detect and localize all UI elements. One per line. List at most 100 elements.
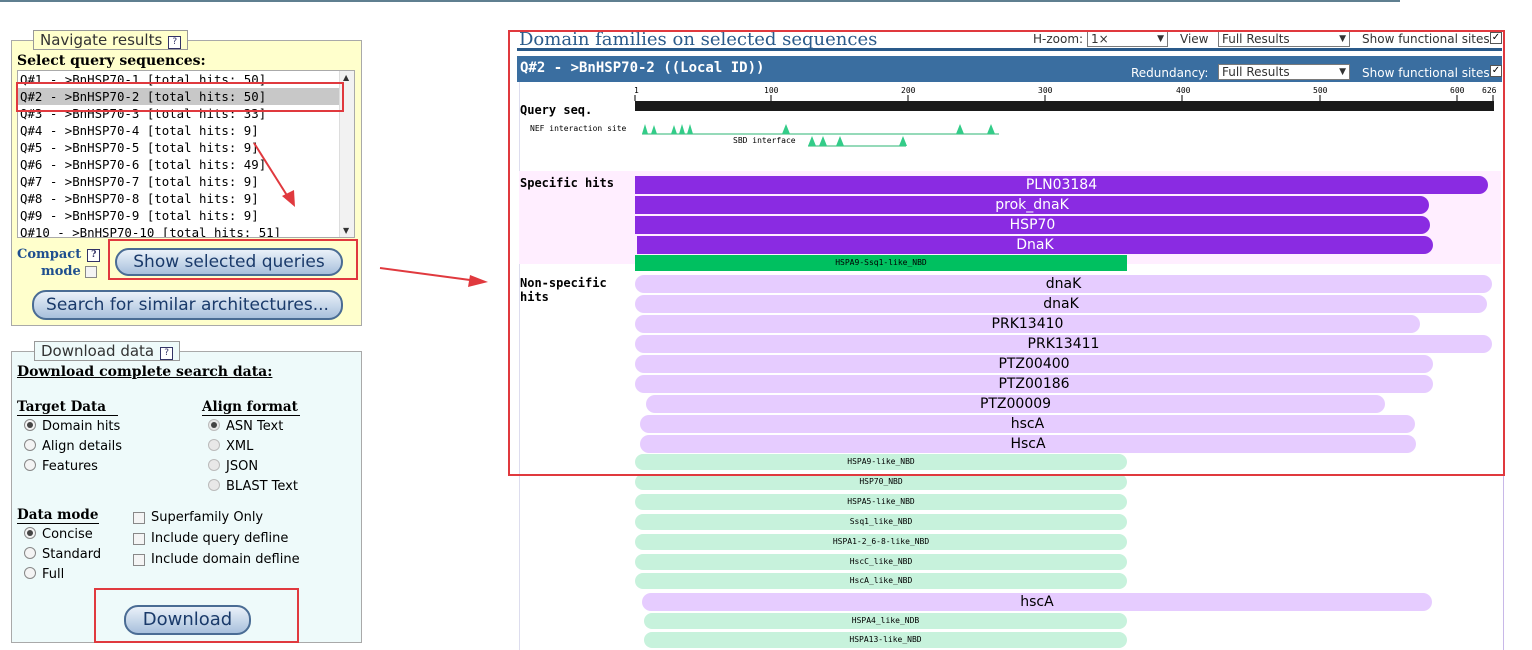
domain-hit-hsca-1[interactable]: hscA <box>640 415 1415 433</box>
arrow-right <box>379 267 488 287</box>
ruler-tick-label: 300 <box>1038 86 1053 95</box>
radio-selected-icon[interactable] <box>24 527 36 539</box>
download-data-panel: Download data? Download complete search … <box>11 341 362 643</box>
checkmark-icon[interactable]: ✓ <box>1490 32 1502 44</box>
domain-hit-pln03184[interactable]: PLN03184 <box>635 176 1488 194</box>
align-option-label: XML <box>226 439 254 454</box>
compact-mode-checkbox[interactable] <box>85 265 98 278</box>
query-item[interactable]: Q#3 - >BnHSP70-3 [total hits: 33] <box>20 106 267 121</box>
domain-hit-prk13410[interactable]: PRK13410 <box>635 315 1420 333</box>
radio-icon[interactable] <box>208 459 220 471</box>
view-select[interactable]: Full Results ▼ <box>1218 31 1350 47</box>
navigate-results-legend: Navigate results? <box>33 30 189 50</box>
align-option-json[interactable]: JSON <box>208 459 258 474</box>
scroll-up-icon[interactable]: ▲ <box>343 73 350 82</box>
radio-icon[interactable] <box>24 567 36 579</box>
highlight-selected-query <box>16 82 344 112</box>
domain-hit-hspa4-like-ndb[interactable]: HSPA4_like_NDB <box>644 613 1127 629</box>
domain-hit-ptz00009[interactable]: PTZ00009 <box>646 395 1385 413</box>
domain-hit-hsca-3[interactable]: hscA <box>642 593 1432 611</box>
ruler-tick-label: 400 <box>1176 86 1191 95</box>
domain-hit-dnak[interactable]: DnaK <box>637 236 1433 254</box>
query-item[interactable]: Q#9 - >BnHSP70-9 [total hits: 9] <box>20 208 259 223</box>
view-value: Full Results <box>1222 32 1290 46</box>
target-option-align-details[interactable]: Align details <box>24 439 122 454</box>
highlight-results-region <box>508 30 1505 476</box>
help-icon[interactable]: ? <box>160 347 174 360</box>
target-option-features[interactable]: Features <box>24 459 98 474</box>
checkbox-icon[interactable] <box>133 553 145 566</box>
domain-hit-hspa1-2-6-8-like-nbd[interactable]: HSPA1-2_6-8-like_NBD <box>635 534 1127 550</box>
mode-option-standard[interactable]: Standard <box>24 547 101 562</box>
query-sequence-graphic <box>634 95 1494 147</box>
ruler-tick-label: 500 <box>1313 86 1328 95</box>
query-sequence-list[interactable]: Q#1 - >BnHSP70-1 [total hits: 50] Q#2 - … <box>17 70 355 238</box>
include-query-defline-option[interactable]: Include query defline <box>133 531 288 546</box>
domain-hit-dnak-2[interactable]: dnaK <box>635 295 1487 313</box>
arrow-down-right <box>253 142 295 207</box>
domain-hit-hspa5-like-nbd[interactable]: HSPA5-like_NBD <box>635 494 1127 510</box>
checkmark-icon[interactable]: ✓ <box>1490 65 1502 77</box>
mode-option-label: Full <box>42 567 65 582</box>
domain-hit-ssq1-like-nbd[interactable]: Ssq1_like_NBD <box>635 514 1127 530</box>
query-item[interactable]: Q#10 - >BnHSP70-10 [total hits: 51] <box>20 225 282 238</box>
query-item[interactable]: Q#7 - >BnHSP70-7 [total hits: 9] <box>20 174 259 189</box>
checkbox-label: Superfamily Only <box>151 510 264 525</box>
list-scrollbar[interactable]: ▲ ▼ <box>339 71 354 237</box>
show-selected-queries-button[interactable]: Show selected queries <box>115 248 343 276</box>
mode-option-full[interactable]: Full <box>24 567 64 582</box>
query-header-title: Q#2 - >BnHSP70-2 ((Local ID)) <box>520 60 765 76</box>
superfamily-only-option[interactable]: Superfamily Only <box>133 510 263 525</box>
checkbox-icon[interactable] <box>133 532 145 545</box>
search-similar-architectures-button[interactable]: Search for similar architectures... <box>32 290 343 320</box>
domain-hit-ptz00186[interactable]: PTZ00186 <box>635 375 1433 393</box>
ruler-tick-label: 1 <box>634 86 639 95</box>
domain-hit-prok-dnak[interactable]: prok_dnaK <box>635 196 1429 214</box>
radio-icon[interactable] <box>24 439 36 451</box>
domain-hit-hspa13-like-nbd[interactable]: HSPA13-like_NBD <box>644 632 1127 648</box>
nef-interaction-site-track <box>642 124 999 135</box>
show-functional-sites-label: Show functional sites <box>1362 66 1490 80</box>
radio-icon[interactable] <box>24 459 36 471</box>
domain-hit-hscc-like-nbd[interactable]: HscC_like_NBD <box>635 554 1127 570</box>
ruler-tick-label: 600 <box>1450 86 1465 95</box>
checkbox-label: Include domain defline <box>151 552 300 567</box>
download-button[interactable]: Download <box>124 605 251 635</box>
checkbox-label: Include query defline <box>151 531 289 546</box>
domain-hit-hsca-2[interactable]: HscA <box>640 435 1416 453</box>
target-option-domain-hits[interactable]: Domain hits <box>24 419 120 434</box>
include-domain-defline-option[interactable]: Include domain defline <box>133 552 300 567</box>
align-option-blast-text[interactable]: BLAST Text <box>208 479 298 494</box>
scroll-down-icon[interactable]: ▼ <box>343 226 350 235</box>
query-item[interactable]: Q#6 - >BnHSP70-6 [total hits: 49] <box>20 157 267 172</box>
target-option-label: Align details <box>42 439 123 454</box>
radio-icon[interactable] <box>208 439 220 451</box>
help-icon[interactable]: ? <box>168 36 182 49</box>
query-item[interactable]: Q#5 - >BnHSP70-5 [total hits: 9] <box>20 140 259 155</box>
align-option-asn-text[interactable]: ASN Text <box>208 419 283 434</box>
domain-hit-dnak-1[interactable]: dnaK <box>635 275 1492 293</box>
radio-selected-icon[interactable] <box>24 419 36 431</box>
domain-hit-hsca-like-nbd[interactable]: HscA_like_NBD <box>635 573 1127 589</box>
radio-icon[interactable] <box>24 547 36 559</box>
domain-hit-hspa9-ssq1-like-nbd[interactable]: HSPA9-Ssq1-like_NBD <box>635 255 1127 271</box>
domain-hit-ptz00400[interactable]: PTZ00400 <box>635 355 1433 373</box>
domain-hit-prk13411[interactable]: PRK13411 <box>635 335 1492 353</box>
domain-hit-hspa9-like-nbd[interactable]: HSPA9-like_NBD <box>635 454 1127 470</box>
align-option-label: BLAST Text <box>226 479 298 494</box>
domain-hit-hsp70[interactable]: HSP70 <box>635 216 1430 234</box>
domain-hit-hsp70-nbd[interactable]: HSP70_NBD <box>635 474 1127 490</box>
hzoom-select[interactable]: 1× ▼ <box>1087 31 1168 47</box>
query-item[interactable]: Q#8 - >BnHSP70-8 [total hits: 9] <box>20 191 259 206</box>
checkbox-icon[interactable] <box>133 511 145 524</box>
mode-option-concise[interactable]: Concise <box>24 527 93 542</box>
radio-icon[interactable] <box>208 479 220 491</box>
help-icon[interactable]: ? <box>87 249 101 262</box>
radio-selected-icon[interactable] <box>208 419 220 431</box>
query-item-selected[interactable]: Q#2 - >BnHSP70-2 [total hits: 50] <box>18 88 354 105</box>
non-specific-label-line1: Non-specific <box>520 276 607 290</box>
query-item[interactable]: Q#4 - >BnHSP70-4 [total hits: 9] <box>20 123 259 138</box>
align-option-xml[interactable]: XML <box>208 439 253 454</box>
redundancy-select[interactable]: Full Results ▼ <box>1218 64 1350 80</box>
